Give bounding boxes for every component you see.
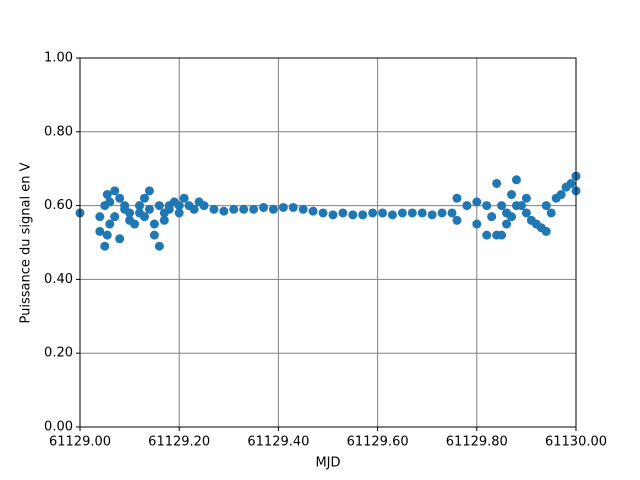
point xyxy=(149,230,159,240)
point xyxy=(174,208,184,218)
point xyxy=(154,201,164,211)
x-tick-label: 61130.00 xyxy=(545,435,607,450)
point xyxy=(239,204,249,214)
point xyxy=(358,210,368,220)
point xyxy=(199,201,209,211)
point xyxy=(378,208,388,218)
point xyxy=(288,202,298,212)
point xyxy=(308,206,318,216)
point xyxy=(427,210,437,220)
point xyxy=(328,210,338,220)
point xyxy=(139,193,149,203)
point xyxy=(452,193,462,203)
point xyxy=(249,204,259,214)
point xyxy=(110,186,120,196)
point xyxy=(102,230,112,240)
point xyxy=(209,204,219,214)
point xyxy=(487,212,497,222)
plot-frame xyxy=(79,57,577,428)
point xyxy=(437,208,447,218)
point xyxy=(144,186,154,196)
x-tick-label: 61129.80 xyxy=(446,435,508,450)
point xyxy=(541,201,551,211)
point xyxy=(95,226,105,236)
point xyxy=(507,212,517,222)
y-tick-label: 0.80 xyxy=(44,124,73,139)
point xyxy=(521,193,531,203)
x-tick-label: 61129.20 xyxy=(148,435,210,450)
point xyxy=(507,190,517,200)
point xyxy=(472,219,482,229)
point xyxy=(229,204,239,214)
x-axis-label: MJD xyxy=(315,456,340,471)
point xyxy=(452,215,462,225)
point xyxy=(502,219,512,229)
x-tick-label: 61129.00 xyxy=(49,435,111,450)
point xyxy=(546,208,556,218)
point xyxy=(259,202,269,212)
point xyxy=(497,230,507,240)
point xyxy=(174,201,184,211)
y-tick-label: 0.00 xyxy=(44,420,73,435)
point xyxy=(130,219,140,229)
point xyxy=(102,190,112,200)
point xyxy=(298,204,308,214)
point xyxy=(397,208,407,218)
point xyxy=(516,201,526,211)
point xyxy=(462,201,472,211)
point xyxy=(492,178,502,188)
point xyxy=(417,208,427,218)
point xyxy=(521,208,531,218)
point xyxy=(189,204,199,214)
point xyxy=(95,212,105,222)
y-tick-label: 0.40 xyxy=(44,272,73,287)
point xyxy=(139,212,149,222)
point xyxy=(219,206,229,216)
y-tick-label: 0.20 xyxy=(44,346,73,361)
point xyxy=(100,241,110,251)
point xyxy=(159,215,169,225)
point xyxy=(120,201,130,211)
point xyxy=(447,208,457,218)
point xyxy=(407,208,417,218)
point xyxy=(135,201,145,211)
x-tick-label: 61129.60 xyxy=(347,435,409,450)
y-tick-label: 1.00 xyxy=(44,51,73,66)
point xyxy=(338,208,348,218)
point xyxy=(318,208,328,218)
point xyxy=(511,175,521,185)
point xyxy=(482,230,492,240)
point xyxy=(472,197,482,207)
point xyxy=(149,219,159,229)
point xyxy=(105,219,115,229)
point xyxy=(115,234,125,244)
point xyxy=(105,197,115,207)
y-tick-label: 0.60 xyxy=(44,198,73,213)
point xyxy=(144,204,154,214)
y-axis-label: Puissance du signal en V xyxy=(19,162,34,323)
point xyxy=(125,208,135,218)
point xyxy=(164,204,174,214)
point xyxy=(541,226,551,236)
point xyxy=(348,210,358,220)
point xyxy=(556,190,566,200)
point xyxy=(497,201,507,211)
point xyxy=(368,208,378,218)
point xyxy=(110,212,120,222)
point xyxy=(115,193,125,203)
point xyxy=(278,202,288,212)
point xyxy=(268,204,278,214)
point xyxy=(482,201,492,211)
point xyxy=(154,241,164,251)
point xyxy=(566,178,576,188)
x-tick-label: 61129.40 xyxy=(247,435,309,450)
point xyxy=(179,193,189,203)
point xyxy=(387,210,397,220)
